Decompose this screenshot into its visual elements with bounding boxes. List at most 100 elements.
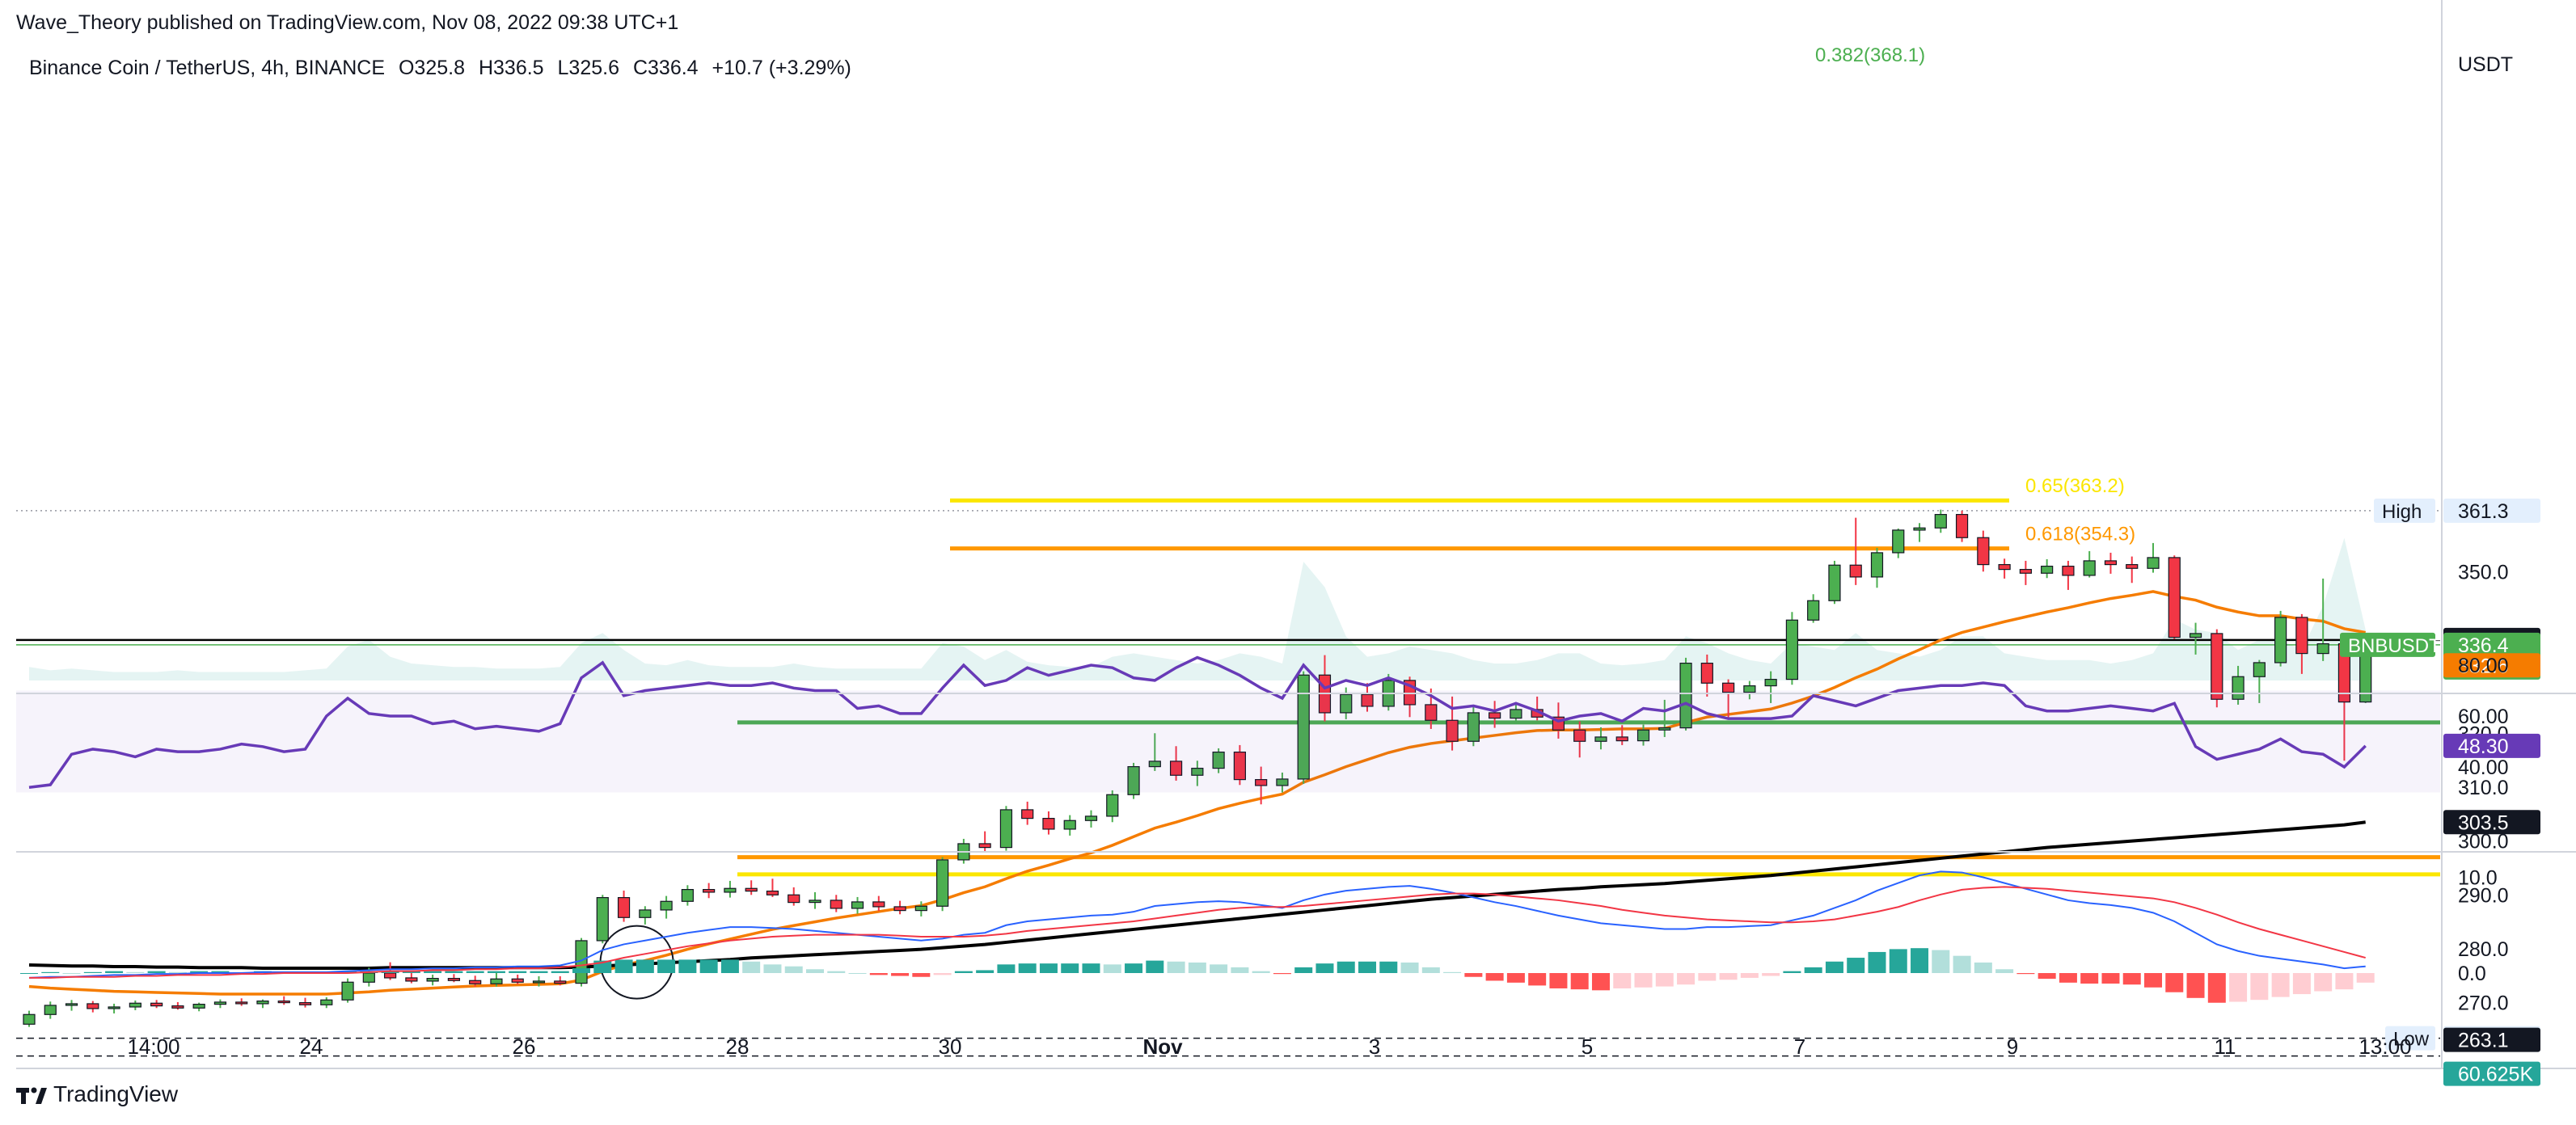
candle <box>1785 612 1799 685</box>
fib-label-0.618: 0.618(354.3) <box>2025 524 2135 546</box>
tradingview-brand[interactable]: TradingView <box>16 1081 178 1107</box>
time-tick-label: 7 <box>1794 1034 1805 1059</box>
candle <box>1828 560 1841 605</box>
candle-body <box>1361 693 1374 707</box>
price-label-value: 303.5 <box>2458 811 2509 834</box>
candle <box>1594 727 1607 750</box>
candle <box>23 1010 36 1027</box>
legend-ohlc: Binance Coin / TetherUS, 4h, BINANCE O32… <box>29 57 859 80</box>
candle-body <box>1807 600 1820 621</box>
candle <box>1573 721 1586 758</box>
rsi-pane <box>16 655 2440 793</box>
candle-body <box>1489 712 1501 719</box>
candle <box>1658 699 1671 737</box>
fib-label-0.65: 0.65(363.2) <box>2025 475 2125 497</box>
macd-histogram-bar <box>976 970 995 973</box>
rsi-tick-label: 80.00 <box>2458 655 2509 677</box>
candle-body <box>703 889 716 893</box>
candle <box>277 996 290 1005</box>
candle-body <box>1594 736 1607 742</box>
macd-histogram-bar <box>445 971 463 973</box>
candle <box>893 900 906 915</box>
macd-histogram-bar <box>1932 950 1950 973</box>
macd-line <box>28 870 2366 979</box>
candle-body <box>1467 712 1480 742</box>
macd-histogram-bar <box>1421 967 1440 973</box>
macd-histogram-bar <box>2144 973 2162 988</box>
macd-histogram-bar <box>678 959 697 973</box>
candle-body <box>2147 557 2160 569</box>
candle-body <box>830 900 842 909</box>
macd-pane <box>20 870 2375 1003</box>
macd-histogram-bar <box>1740 973 1759 978</box>
candle-body <box>1084 815 1098 821</box>
macd-histogram-bar <box>1677 973 1696 985</box>
candle <box>745 880 758 895</box>
price-label-tag: Low <box>2393 1029 2430 1051</box>
candle <box>703 883 716 899</box>
candle <box>1446 696 1459 751</box>
candle-body <box>1106 794 1119 817</box>
macd-histogram-bar <box>83 971 102 973</box>
time-tick-label: 13:00 <box>2359 1034 2411 1059</box>
macd-histogram-bar <box>763 964 782 973</box>
macd-histogram-bar <box>1379 961 1398 973</box>
candle <box>341 978 354 1003</box>
price-label-tag-bg <box>2385 1026 2435 1051</box>
price-label-bg <box>2443 1027 2540 1052</box>
candle-body <box>2274 617 2287 664</box>
macd-histogram-bar <box>1804 967 1822 973</box>
candle <box>766 879 779 897</box>
candle-body <box>1870 552 1884 578</box>
macd-histogram-bar <box>891 973 910 976</box>
price-label-value: 60.625K <box>2458 1064 2533 1086</box>
candle <box>171 1001 184 1010</box>
candle-body <box>2253 662 2266 677</box>
candle <box>1700 654 1713 697</box>
candle <box>405 971 418 984</box>
candle-body <box>1743 685 1756 693</box>
candle <box>999 806 1013 851</box>
candle <box>681 885 694 906</box>
candle <box>2253 659 2266 703</box>
price-label-bg <box>2443 653 2540 678</box>
candle-body <box>660 900 673 911</box>
candle-body <box>23 1013 36 1025</box>
macd-histogram-bar <box>1825 961 1843 973</box>
candle-body <box>1191 767 1204 776</box>
macd-histogram-bar <box>509 971 527 973</box>
candle <box>1042 811 1055 835</box>
macd-histogram-bar <box>1061 963 1079 973</box>
macd-histogram-bar <box>1506 973 1525 983</box>
macd-histogram-bar <box>1995 969 2014 973</box>
candle <box>447 974 461 983</box>
price-tick-label: 350.0 <box>2458 561 2509 584</box>
macd-histogram-bar <box>2101 973 2120 984</box>
macd-histogram-bar <box>805 969 824 973</box>
candle <box>490 972 503 987</box>
macd-histogram-bar <box>1911 948 1929 973</box>
candle <box>914 901 927 916</box>
symbol-title[interactable]: Binance Coin / TetherUS, 4h, BINANCE <box>29 57 386 79</box>
macd-histogram-bar <box>1252 971 1270 973</box>
candle <box>851 896 864 914</box>
candle <box>2211 629 2223 708</box>
candle-body <box>362 972 375 983</box>
candle-body <box>2295 617 2308 655</box>
candle-body <box>639 909 652 918</box>
main-pane: 0.382(368.1) 0.65(363.2) 0.618(354.3) <box>16 44 2440 1057</box>
price-label-tag-bg <box>2340 632 2435 657</box>
candle <box>639 906 652 925</box>
time-tick-label: 9 <box>2007 1034 2018 1059</box>
candle <box>2104 552 2118 574</box>
candle-body <box>469 980 482 984</box>
macd-histogram-bar <box>487 971 505 973</box>
macd-histogram-bar <box>105 971 124 973</box>
candle-body <box>2316 643 2329 655</box>
candle-body <box>1510 709 1522 719</box>
candle-body <box>617 897 631 918</box>
candle <box>2126 556 2139 584</box>
macd-histogram-bar <box>1167 961 1185 973</box>
macd-histogram-bar <box>1549 973 1568 988</box>
